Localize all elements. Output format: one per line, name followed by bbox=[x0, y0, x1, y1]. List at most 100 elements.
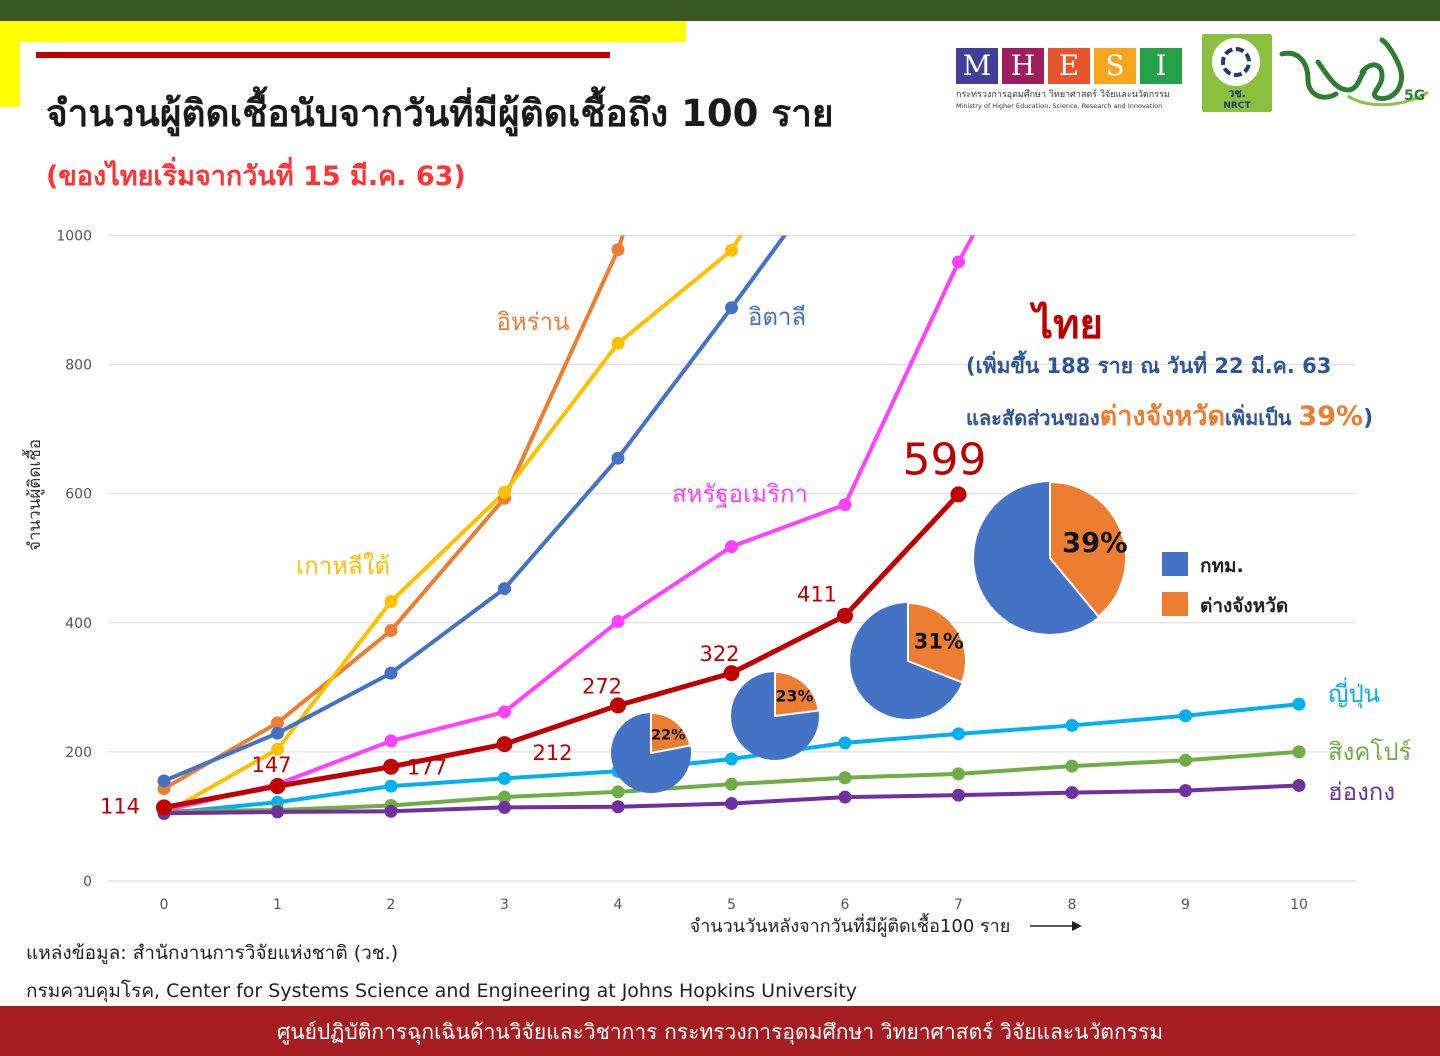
point-italy-day-0 bbox=[157, 774, 171, 788]
mhesi-letter-s: S bbox=[1094, 48, 1136, 84]
point-singapore-day-8 bbox=[1065, 759, 1079, 773]
point-hongkong-day-9 bbox=[1179, 784, 1192, 798]
pie-provinces-slice-day-5 bbox=[774, 670, 820, 718]
x-tick-3: 3 bbox=[500, 897, 509, 913]
y-tick-600: 600 bbox=[65, 487, 92, 503]
mhesi-letter-m: M bbox=[956, 48, 998, 84]
legend-label-provinces: ต่างจังหวัด bbox=[1200, 595, 1288, 617]
point-thailand-day-1 bbox=[269, 778, 286, 795]
point-korea-day-4 bbox=[611, 336, 625, 350]
point-hongkong-day-7 bbox=[952, 788, 965, 802]
point-thailand-day-3 bbox=[496, 736, 513, 753]
pie-label-day-6: 31% bbox=[914, 630, 964, 654]
nrct-label-english: NRCT bbox=[1223, 101, 1251, 111]
series-points bbox=[156, 146, 1306, 821]
y-tick-400: 400 bbox=[65, 616, 92, 632]
point-hongkong-day-8 bbox=[1065, 786, 1079, 800]
x-tick-9: 9 bbox=[1181, 897, 1190, 913]
point-iran-day-2 bbox=[384, 624, 398, 638]
thai-value-label-day-0: 114 bbox=[100, 794, 140, 818]
nrct-logo: วช. NRCT bbox=[1202, 34, 1272, 112]
x-tick-8: 8 bbox=[1068, 897, 1077, 913]
point-singapore-day-6 bbox=[838, 771, 852, 785]
point-italy-day-1 bbox=[271, 726, 284, 740]
point-singapore-day-9 bbox=[1179, 753, 1192, 767]
mhesi-caption-english: Ministry of Higher Education, Science, R… bbox=[956, 102, 1163, 110]
top-green-bar bbox=[0, 0, 1440, 21]
x-tick-4: 4 bbox=[614, 897, 623, 913]
x-tick-1: 1 bbox=[273, 897, 282, 913]
point-korea-day-3 bbox=[498, 485, 511, 499]
point-thailand-day-0 bbox=[156, 799, 172, 816]
point-korea-day-1 bbox=[271, 742, 284, 756]
x-tick-10: 10 bbox=[1290, 897, 1308, 913]
point-usa-day-6 bbox=[838, 498, 852, 512]
point-hongkong-day-1 bbox=[271, 805, 284, 819]
mhesi-letter-e: E bbox=[1048, 48, 1090, 84]
point-usa-day-3 bbox=[498, 705, 511, 719]
chart-grid bbox=[108, 235, 1356, 882]
series-label-usa: สหรัฐอเมริกา bbox=[672, 480, 808, 508]
covid-cases-line-chart: 0 200 400 600 800 1000 0 1 2 3 4 5 6 7 8 9 10 22% 23% 31%… bbox=[22, 146, 1412, 938]
point-usa-day-5 bbox=[725, 540, 738, 554]
point-singapore-day-5 bbox=[725, 777, 738, 791]
point-singapore-day-10 bbox=[1292, 745, 1306, 759]
series-line-thailand bbox=[161, 491, 961, 810]
point-japan-day-10 bbox=[1292, 697, 1306, 711]
point-thailand-day-4 bbox=[610, 697, 626, 714]
y-axis-ticks: 0 200 400 600 800 1000 bbox=[56, 229, 92, 891]
mhesi-letter-i: I bbox=[1140, 48, 1182, 84]
point-japan-day-6 bbox=[838, 736, 852, 750]
x-axis-arrow-icon bbox=[1030, 921, 1082, 931]
thai-value-label-day-4: 272 bbox=[582, 674, 622, 698]
source-line-2: กรมควบคุมโรค, Center for Systems Science… bbox=[26, 980, 858, 1002]
annotation-line2-prefix: และสัดส่วนของ bbox=[966, 406, 1100, 430]
point-italy-day-6 bbox=[839, 146, 852, 159]
x-tick-5: 5 bbox=[727, 897, 736, 913]
y-axis-label: จำนวนผู้ติดเชื้อ bbox=[22, 439, 45, 551]
legend-swatch-provinces bbox=[1162, 592, 1188, 616]
point-hongkong-day-2 bbox=[384, 804, 398, 818]
point-singapore-day-3 bbox=[498, 790, 511, 804]
y-tick-0: 0 bbox=[83, 874, 92, 890]
point-italy-day-4 bbox=[611, 451, 625, 465]
nrct-label-thai: วช. bbox=[1228, 87, 1246, 100]
series-line-iran bbox=[162, 235, 625, 791]
x-axis-label: จำนวนวันหลังจากวันที่มีผู้ติดเชื้อ100 รา… bbox=[690, 913, 1011, 937]
footer-bar-text: ศูนย์ปฏิบัติการฉุกเฉินด้านวิจัยและวิชากา… bbox=[276, 1020, 1164, 1044]
point-usa-day-7 bbox=[952, 255, 965, 269]
yellow-header-band bbox=[0, 21, 686, 42]
annotation-line2-provinces: ต่างจังหวัด bbox=[1100, 401, 1225, 432]
thai-value-label-day-7: 599 bbox=[903, 434, 987, 485]
point-singapore-day-7 bbox=[952, 767, 965, 781]
page-title: จำนวนผู้ติดเชื้อนับจากวันที่มีผู้ติดเชื้… bbox=[46, 92, 834, 135]
series-label-korea: เกาหลีใต้ bbox=[296, 552, 390, 580]
pie-provinces-slice-day-7 bbox=[1049, 480, 1127, 618]
thailand-annotation-line2: และสัดส่วนของต่างจังหวัดเพิ่มเป็น 39%) bbox=[966, 401, 1373, 432]
point-italy-day-3 bbox=[498, 582, 511, 596]
x-tick-0: 0 bbox=[160, 897, 169, 913]
pie-label-day-5: 23% bbox=[776, 687, 814, 706]
thai-proportion-pies: 22% 23% 31% 39% bbox=[611, 480, 1128, 793]
point-italy-day-2 bbox=[384, 666, 398, 680]
point-hongkong-day-10 bbox=[1292, 778, 1306, 792]
point-japan-day-3 bbox=[498, 771, 511, 785]
legend-label-bkk: กทม. bbox=[1200, 555, 1244, 577]
source-line-1: แหล่งข้อมูล: สำนักงานการวิจัยแห่งชาติ (ว… bbox=[26, 942, 399, 964]
point-usa-day-2 bbox=[384, 734, 398, 748]
vc-5g-mark: 5G bbox=[1404, 88, 1425, 104]
point-iran-day-1 bbox=[271, 716, 284, 730]
series-label-hongkong: ฮ่องกง bbox=[1328, 778, 1395, 806]
point-korea-day-2 bbox=[384, 594, 398, 608]
series-label-singapore: สิงคโปร์ bbox=[1328, 738, 1412, 766]
thai-value-label-day-6: 411 bbox=[797, 583, 837, 607]
series-label-japan: ญี่ปุ่น bbox=[1328, 677, 1380, 709]
pie-legend: กทม. ต่างจังหวัด bbox=[1162, 552, 1288, 617]
point-thailand-day-2 bbox=[383, 758, 399, 775]
point-hongkong-day-5 bbox=[725, 797, 738, 811]
title-red-underline bbox=[36, 52, 610, 58]
point-italy-day-5 bbox=[725, 301, 738, 315]
pie-label-day-4: 22% bbox=[651, 728, 685, 744]
point-japan-day-2 bbox=[384, 779, 398, 793]
point-iran-day-4 bbox=[611, 243, 625, 257]
